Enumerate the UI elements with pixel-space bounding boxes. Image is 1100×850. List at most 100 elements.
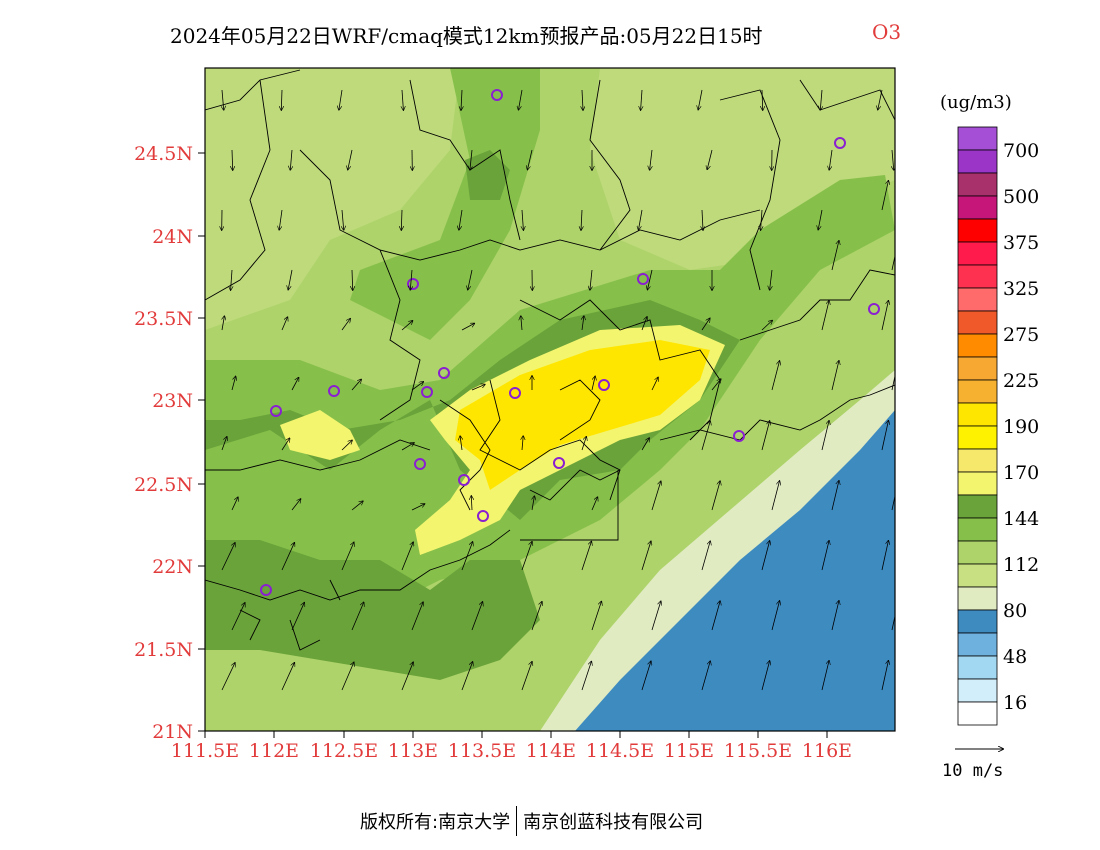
- wind-arrow: [281, 89, 282, 110]
- wind-reference-label: 10 m/s: [942, 761, 1004, 781]
- wind-arrow: [581, 662, 591, 691]
- station-marker: [491, 89, 503, 101]
- wind-arrow: [831, 241, 839, 271]
- wind-arrow: [522, 209, 523, 230]
- lon-tick-label: 112E: [249, 740, 299, 762]
- wind-arrow: [290, 149, 292, 170]
- wind-arrow: [641, 317, 647, 331]
- wind-arrow: [471, 496, 472, 511]
- wind-arrow: [891, 494, 895, 511]
- wind-arrow: [279, 209, 283, 230]
- wind-arrow: [891, 614, 895, 631]
- wind-arrow: [460, 436, 462, 451]
- wind-arrow: [221, 543, 235, 571]
- station-marker: [834, 137, 846, 149]
- wind-arrow: [701, 421, 710, 451]
- colorbar-label: 170: [1003, 462, 1039, 484]
- station-marker: [458, 474, 470, 486]
- concentration-field: [205, 68, 895, 731]
- wind-arrow: [831, 361, 839, 391]
- footer-divider: [516, 806, 518, 836]
- wind-arrow: [651, 481, 661, 511]
- colorbar-segment: [957, 494, 998, 519]
- wind-arrow: [351, 379, 361, 391]
- copyright-text: 版权所有:南京大学: [360, 812, 511, 833]
- wind-arrow: [821, 661, 829, 691]
- wind-arrow: [231, 603, 245, 631]
- lon-tick-label: 113E: [388, 740, 438, 762]
- colorbar-segment: [957, 517, 998, 542]
- wind-arrow: [701, 661, 710, 691]
- company-text: 南京创蓝科技有限公司: [523, 812, 704, 833]
- wind-arrow: [352, 269, 353, 290]
- wind-arrow: [648, 269, 653, 290]
- colorbar-segment: [957, 195, 998, 220]
- wind-arrow: [288, 269, 293, 290]
- wind-arrow: [831, 481, 839, 511]
- wind-arrow: [829, 149, 833, 170]
- colorbar-label: 48: [1003, 646, 1027, 668]
- colorbar-label: 325: [1003, 278, 1039, 300]
- wind-arrow: [461, 89, 462, 110]
- station-marker: [270, 405, 282, 417]
- wind-arrow: [761, 321, 772, 331]
- wind-arrow: [820, 89, 822, 110]
- wind-arrow: [528, 149, 533, 170]
- lon-tick-label: 113.5E: [448, 740, 516, 762]
- colorbar-segment: [957, 379, 998, 404]
- colorbar-label: 700: [1003, 140, 1039, 162]
- wind-arrow: [831, 601, 839, 631]
- lat-tick-label: 22.5N: [134, 474, 193, 496]
- colorbar-segment: [957, 310, 998, 335]
- wind-vectors: [221, 89, 895, 691]
- wind-arrow: [591, 497, 598, 511]
- colorbar-segment: [957, 563, 998, 588]
- wind-arrow: [761, 209, 762, 230]
- wind-arrow: [641, 438, 649, 451]
- colorbar-segment: [957, 264, 998, 289]
- wind-arrow: [590, 269, 592, 290]
- wind-arrow: [468, 269, 473, 290]
- wind-arrow: [639, 209, 643, 230]
- wind-arrow: [339, 89, 343, 110]
- lat-tick-label: 21N: [152, 721, 193, 743]
- colorbar-segment: [957, 356, 998, 381]
- colorbar-segment: [957, 218, 998, 243]
- lat-tick-label: 24N: [152, 226, 193, 248]
- colorbar-segment: [957, 333, 998, 358]
- wind-arrow: [221, 663, 235, 691]
- wind-arrow: [281, 317, 288, 331]
- wind-arrow: [761, 541, 770, 571]
- colorbar-segment: [957, 655, 998, 680]
- wind-arrow: [821, 421, 829, 451]
- wind-arrow: [401, 443, 414, 451]
- wind-arrow: [342, 209, 344, 230]
- colorbar-segment: [957, 448, 998, 473]
- wind-arrow: [651, 601, 661, 631]
- wind-arrow: [470, 149, 472, 170]
- station-marker: [509, 387, 521, 399]
- lon-tick-label: 112.5E: [310, 740, 378, 762]
- colorbar-units: (ug/m3): [940, 92, 1012, 113]
- wind-arrow: [291, 499, 301, 511]
- longitude-ticks: 111.5E 112E 112.5E 113E 113.5E 114E 114.5E 115E…: [171, 731, 852, 762]
- station-marker: [477, 510, 489, 522]
- colorbar-segment: [957, 586, 998, 611]
- species-label: O3: [872, 20, 902, 44]
- wind-arrow: [221, 437, 227, 451]
- wind-arrow: [461, 662, 473, 691]
- wind-arrow: [401, 542, 413, 571]
- station-marker: [733, 430, 745, 442]
- wind-arrow: [771, 361, 780, 391]
- wind-arrow: [761, 421, 770, 451]
- wind-arrow: [411, 504, 425, 511]
- wind-arrow: [881, 421, 888, 451]
- wind-arrow: [582, 89, 583, 110]
- station-marker: [414, 458, 426, 470]
- wind-arrow: [231, 497, 238, 511]
- wind-arrow: [231, 269, 232, 290]
- wind-arrow: [761, 661, 770, 691]
- wind-arrow: [521, 542, 532, 571]
- wind-arrow: [232, 149, 233, 170]
- station-marker: [421, 386, 433, 398]
